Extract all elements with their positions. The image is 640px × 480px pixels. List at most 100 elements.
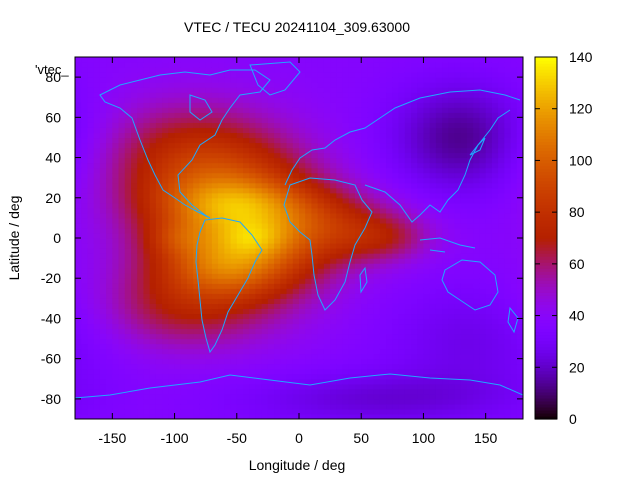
heatmap-cell <box>199 137 207 144</box>
heatmap-cell <box>355 177 362 184</box>
heatmap-cell <box>193 393 201 400</box>
heatmap-cell <box>274 172 281 179</box>
heatmap-cell <box>479 82 487 88</box>
heatmap-cell <box>361 97 369 103</box>
heatmap-cell <box>180 343 188 350</box>
heatmap-cell <box>155 77 163 83</box>
heatmap-cell <box>149 82 157 88</box>
heatmap-cell <box>187 132 194 139</box>
heatmap-cell <box>336 253 344 259</box>
heatmap-cell <box>292 408 300 415</box>
heatmap-cell <box>429 192 437 199</box>
heatmap-cell <box>342 308 350 315</box>
heatmap-cell <box>373 187 381 194</box>
heatmap-cell <box>286 57 294 63</box>
heatmap-cell <box>448 348 456 355</box>
heatmap-cell <box>193 403 201 410</box>
heatmap-cell <box>143 288 151 294</box>
heatmap-cell <box>218 172 225 179</box>
heatmap-cell <box>485 122 493 128</box>
heatmap-cell <box>280 67 288 73</box>
heatmap-cell <box>355 303 362 309</box>
heatmap-cell <box>124 238 132 244</box>
heatmap-cell <box>311 413 319 419</box>
heatmap-cell <box>317 147 325 154</box>
heatmap-cell <box>267 283 275 289</box>
heatmap-cell <box>75 328 82 335</box>
heatmap-cell <box>255 82 263 88</box>
heatmap-cell <box>435 393 443 400</box>
heatmap-cell <box>292 303 300 309</box>
heatmap-cell <box>336 177 344 184</box>
heatmap-cell <box>249 112 257 118</box>
heatmap-cell <box>230 303 238 309</box>
heatmap-cell <box>187 263 194 269</box>
heatmap-cell <box>280 268 288 274</box>
heatmap-cells <box>75 57 523 419</box>
heatmap-cell <box>292 102 300 108</box>
heatmap-cell <box>498 318 505 325</box>
heatmap-cell <box>199 112 207 118</box>
heatmap-cell <box>230 283 238 289</box>
heatmap-cell <box>118 217 126 224</box>
heatmap-cell <box>75 87 82 93</box>
heatmap-cell <box>292 162 300 169</box>
heatmap-cell <box>292 383 300 390</box>
heatmap-cell <box>124 77 132 83</box>
heatmap-cell <box>199 117 207 123</box>
heatmap-cell <box>274 222 281 229</box>
heatmap-cell <box>93 187 101 194</box>
heatmap-cell <box>75 192 82 199</box>
heatmap-cell <box>143 72 151 78</box>
heatmap-cell <box>467 328 474 335</box>
heatmap-cell <box>236 353 244 360</box>
heatmap-cell <box>162 343 169 350</box>
heatmap-cell <box>180 298 188 304</box>
heatmap-cell <box>211 142 219 149</box>
heatmap-cell <box>168 142 176 149</box>
heatmap-cell <box>448 378 456 385</box>
heatmap-cell <box>143 293 151 299</box>
heatmap-cell <box>267 172 275 179</box>
heatmap-cell <box>205 137 213 144</box>
heatmap-cell <box>479 222 487 229</box>
heatmap-cell <box>131 77 138 83</box>
heatmap-cell <box>124 308 132 315</box>
heatmap-cell <box>168 137 176 144</box>
heatmap-cell <box>305 238 313 244</box>
heatmap-cell <box>504 358 512 365</box>
heatmap-cell <box>174 318 182 325</box>
heatmap-cell <box>118 157 126 164</box>
heatmap-cell <box>81 187 89 194</box>
heatmap-cell <box>249 248 257 254</box>
heatmap-cell <box>180 363 188 370</box>
heatmap-cell <box>224 117 232 123</box>
heatmap-cell <box>323 293 331 299</box>
heatmap-cell <box>118 172 126 179</box>
heatmap-cell <box>187 323 194 330</box>
heatmap-cell <box>504 378 512 385</box>
heatmap-cell <box>106 132 113 139</box>
heatmap-cell <box>87 273 95 279</box>
heatmap-cell <box>81 82 89 88</box>
heatmap-cell <box>99 358 107 365</box>
heatmap-cell <box>155 112 163 118</box>
heatmap-cell <box>261 338 269 345</box>
heatmap-cell <box>498 378 505 385</box>
heatmap-cell <box>367 87 375 93</box>
heatmap-cell <box>280 207 288 214</box>
heatmap-cell <box>292 112 300 118</box>
heatmap-cell <box>174 388 182 395</box>
heatmap-cell <box>467 112 474 118</box>
heatmap-cell <box>435 328 443 335</box>
heatmap-cell <box>336 222 344 229</box>
heatmap-cell <box>124 177 132 184</box>
heatmap-cell <box>155 157 163 164</box>
heatmap-cell <box>267 152 275 159</box>
heatmap-cell <box>467 388 474 395</box>
heatmap-cell <box>155 353 163 360</box>
heatmap-cell <box>355 378 362 385</box>
heatmap-cell <box>311 57 319 63</box>
heatmap-cell <box>323 393 331 400</box>
heatmap-cell <box>442 57 449 63</box>
